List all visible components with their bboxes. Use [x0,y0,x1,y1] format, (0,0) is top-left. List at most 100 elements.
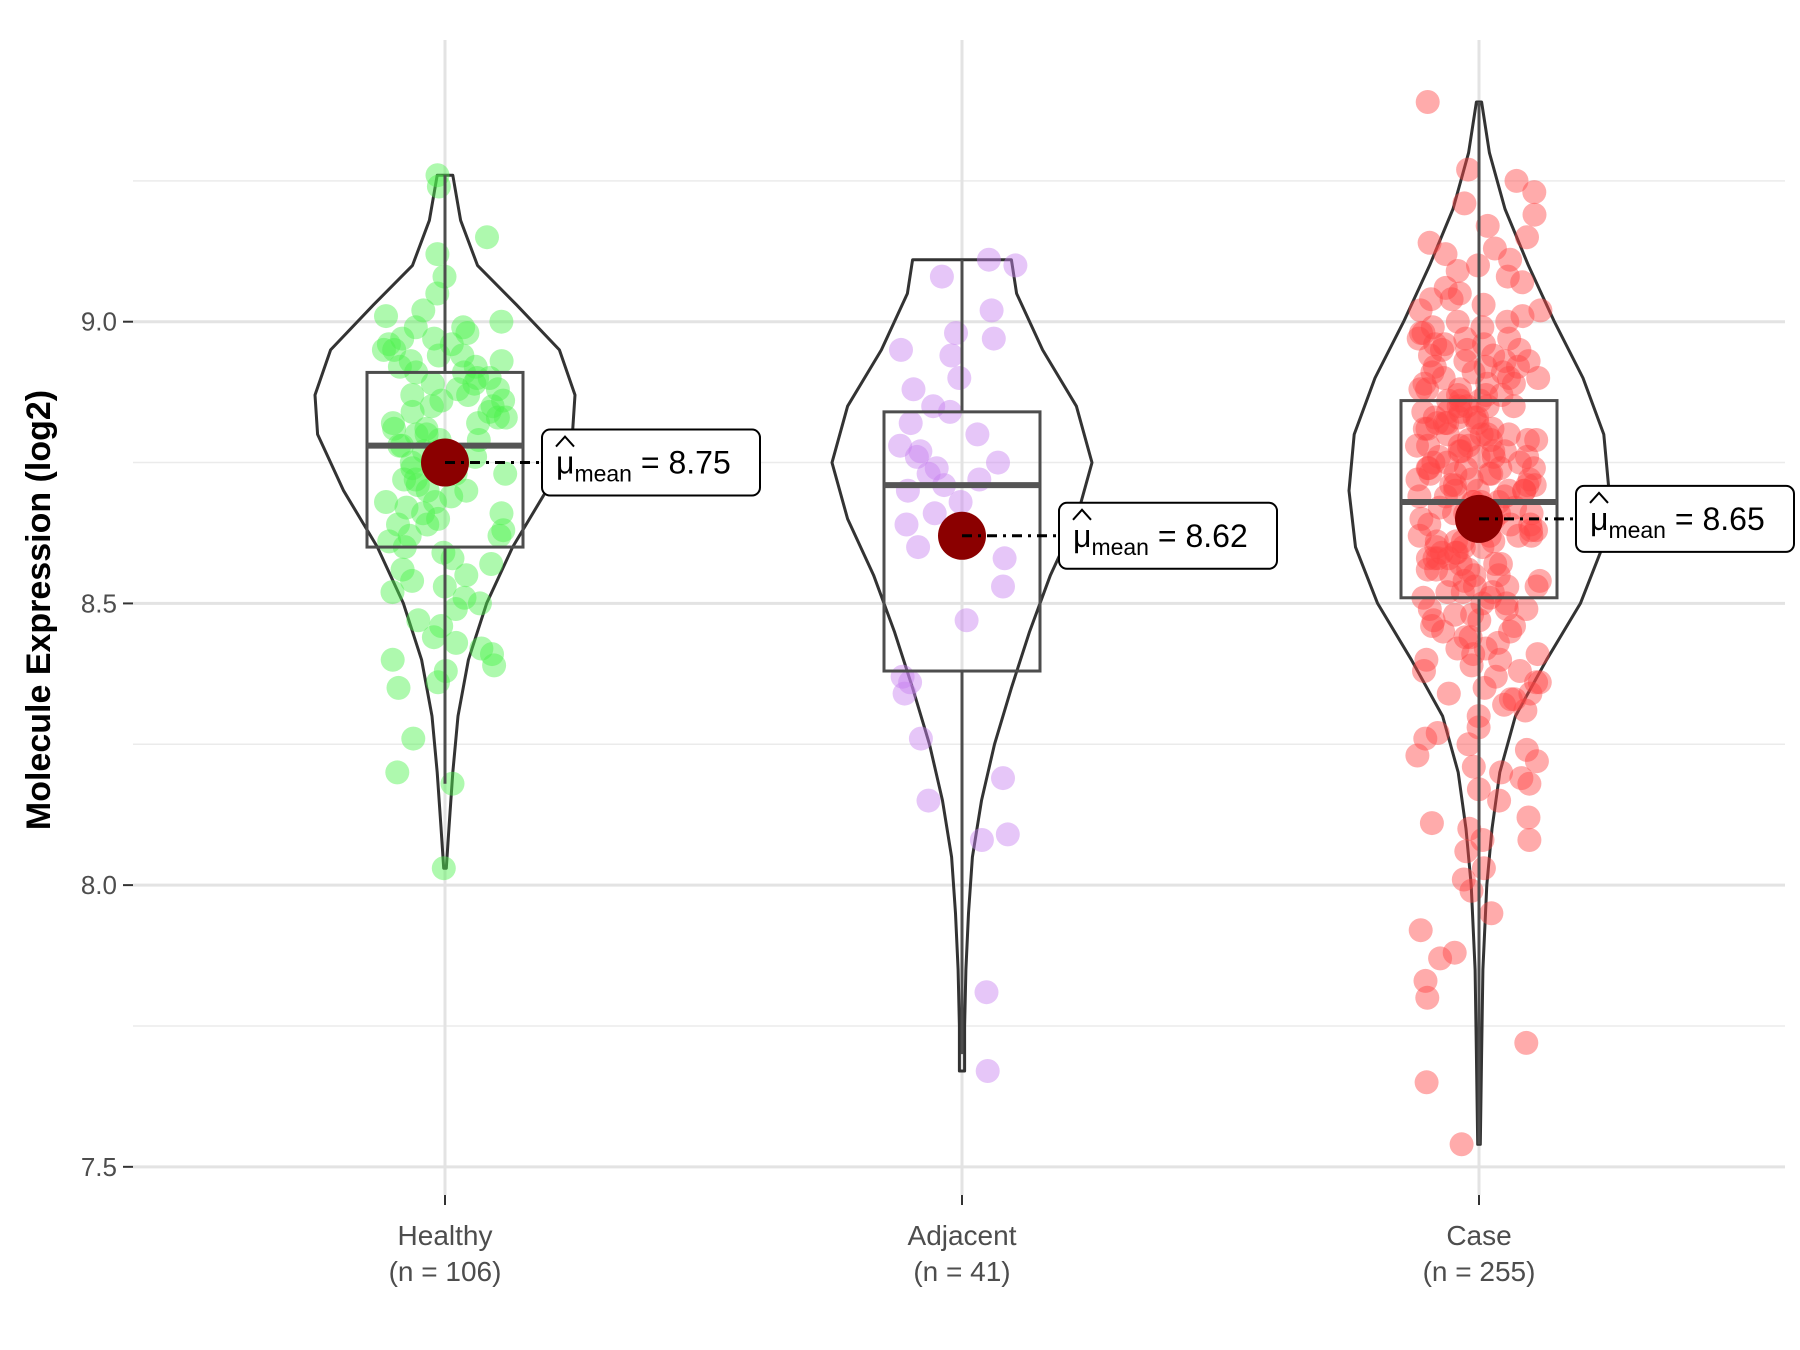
data-point [1422,546,1447,571]
data-point [415,512,440,537]
data-point [1423,332,1448,357]
data-point [399,450,424,475]
data-point [1454,839,1479,864]
data-point [1452,568,1477,593]
data-point [374,304,398,329]
data-point [969,828,994,852]
data-point [374,490,398,514]
data-point [1478,428,1503,452]
data-point [485,377,510,402]
data-point [1424,535,1449,560]
data-point [1471,856,1496,881]
data-point [1495,574,1520,599]
data-point [403,467,428,492]
data-point [1416,456,1441,481]
hat-icon [1072,508,1092,521]
data-point [1512,478,1537,503]
data-point [1517,828,1542,852]
x-category-count: (n = 255) [1423,1256,1536,1287]
data-point [1412,659,1436,683]
data-point [1502,687,1527,712]
data-point [386,675,411,700]
data-point [445,377,470,402]
data-point [1435,411,1460,436]
data-point [1415,985,1440,1010]
data-point [493,405,518,430]
data-point [1475,213,1500,238]
data-point [1418,343,1442,368]
data-point [1456,557,1481,582]
data-point [1514,1030,1539,1055]
data-point [1408,377,1433,402]
data-point [1479,901,1504,926]
data-point [1515,473,1540,498]
data-point [1471,292,1496,317]
data-point [421,625,446,650]
data-point [1413,968,1438,993]
data-point [1461,754,1486,779]
data-point [1442,602,1467,627]
data-point [1517,467,1542,492]
data-point [1513,698,1538,723]
data-point [1457,428,1481,452]
data-point [1521,456,1546,481]
data-point [922,501,947,526]
data-point [1498,687,1523,712]
data-point [1427,444,1452,469]
data-point [1522,473,1547,498]
data-point [1406,326,1431,351]
data-point [1420,614,1445,638]
data-point [1497,326,1522,351]
violin-case [1347,100,1611,1146]
data-point [1419,287,1443,312]
data-point [1444,540,1469,565]
data-point [1516,805,1541,830]
data-point [382,337,407,362]
data-point [1003,253,1028,278]
data-point [425,242,450,267]
data-point [1475,422,1500,447]
data-point [404,422,429,447]
data-point [1512,478,1537,503]
data-point [1420,360,1445,385]
data-point [1414,1070,1439,1095]
data-point [1510,304,1535,329]
data-point [1502,614,1526,638]
data-point [1436,546,1461,571]
data-point [1518,681,1543,706]
data-point [1421,450,1446,475]
data-point [1527,568,1552,593]
data-point [491,518,516,543]
x-category-label: Case [1446,1220,1511,1251]
data-point [889,337,913,362]
data-point [480,642,504,667]
data-point [1447,433,1472,458]
data-point [401,726,426,751]
data-point [976,247,1001,272]
data-point [1449,439,1474,464]
y-tick-label: 8.5 [81,588,117,618]
mean-markers: μmean = 8.75 μmean = 8.62 μmean = 8.65 [421,428,1795,570]
data-point [1417,230,1442,255]
data-point [371,337,396,362]
data-point [429,614,454,638]
data-point [1446,405,1471,430]
data-point [1514,737,1539,762]
data-point [386,512,410,537]
data-point [1415,90,1440,114]
data-point [462,371,487,396]
data-point [1524,428,1549,452]
data-point [400,568,425,593]
data-point [491,388,516,413]
data-point [1442,940,1467,965]
data-point [1456,732,1481,757]
data-point [1506,354,1530,379]
data-point [439,332,464,357]
data-point [1452,191,1477,216]
data-point [1516,349,1541,374]
data-point [485,405,510,430]
data-point [1489,760,1514,785]
data-point [948,490,973,514]
data-point [906,535,931,560]
